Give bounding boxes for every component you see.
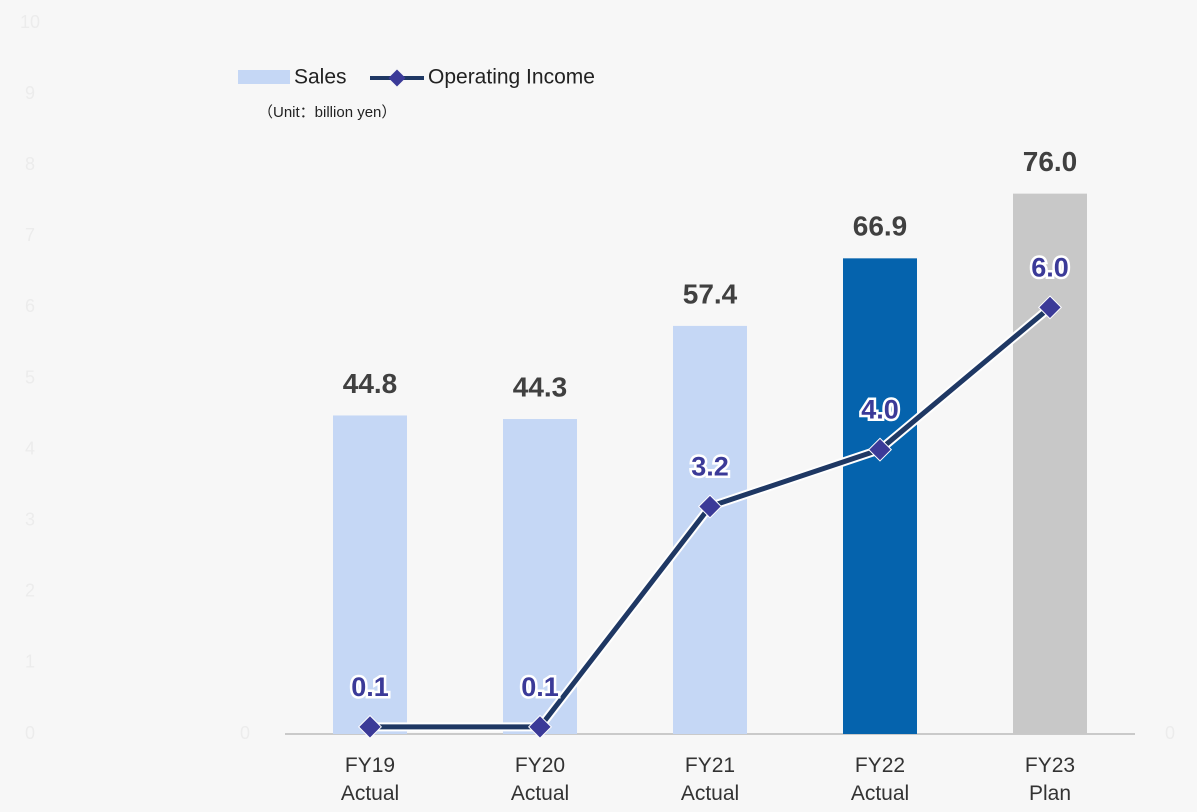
bar-value-label: 57.4 [683,278,738,309]
line-value-label: 0.1 [351,672,389,702]
y-tick-label: 6 [25,296,35,316]
bar-value-label: 66.9 [853,211,908,242]
bar [333,415,407,734]
line-marker [1037,295,1063,320]
x-tick-label: FY23 Plan [1024,754,1076,805]
legend-label: Operating Income [428,66,595,89]
legend-label: Sales [294,66,347,89]
y-tick-label: 9 [25,83,35,103]
line-value-label: 4.0 [861,395,899,425]
line-value-label: 6.0 [1031,253,1069,283]
bar [503,419,577,734]
bar-value-label: 76.0 [1023,146,1078,177]
x-tick-label: FY19 Actual [340,754,400,805]
x-tick-label: FY21 Actual [680,754,740,805]
y2-tick-label: 0 [240,723,250,743]
bar [1013,193,1087,734]
line-value-label: 3.2 [691,452,729,482]
y-tick-label: 5 [25,367,35,387]
line-marker [867,437,893,462]
line-value-label: 0.1 [521,672,559,702]
bar-value-label: 44.3 [513,371,568,402]
y-tick-label: 2 [25,581,35,601]
y-tick-label: 8 [25,154,35,174]
bar-value-label: 44.8 [343,368,398,399]
legend-swatch [238,70,290,84]
x-tick-label: FY20 Actual [510,754,570,805]
y2-tick-label: 0 [1165,723,1175,743]
y-tick-label: 7 [25,225,35,245]
y-tick-label: 1 [25,652,35,672]
unit-note: （Unit：billion yen） [258,104,396,121]
bar [673,325,747,734]
line-marker [357,714,383,739]
y-tick-label: 10 [20,12,40,32]
bar [843,258,917,734]
y-tick-label: 4 [25,438,35,458]
line-marker [697,494,723,519]
legend-marker [388,69,406,87]
x-tick-label: FY22 Actual [850,754,910,805]
y-tick-label: 3 [25,509,35,529]
line-marker [527,714,553,739]
y-tick-label: 0 [25,723,35,743]
